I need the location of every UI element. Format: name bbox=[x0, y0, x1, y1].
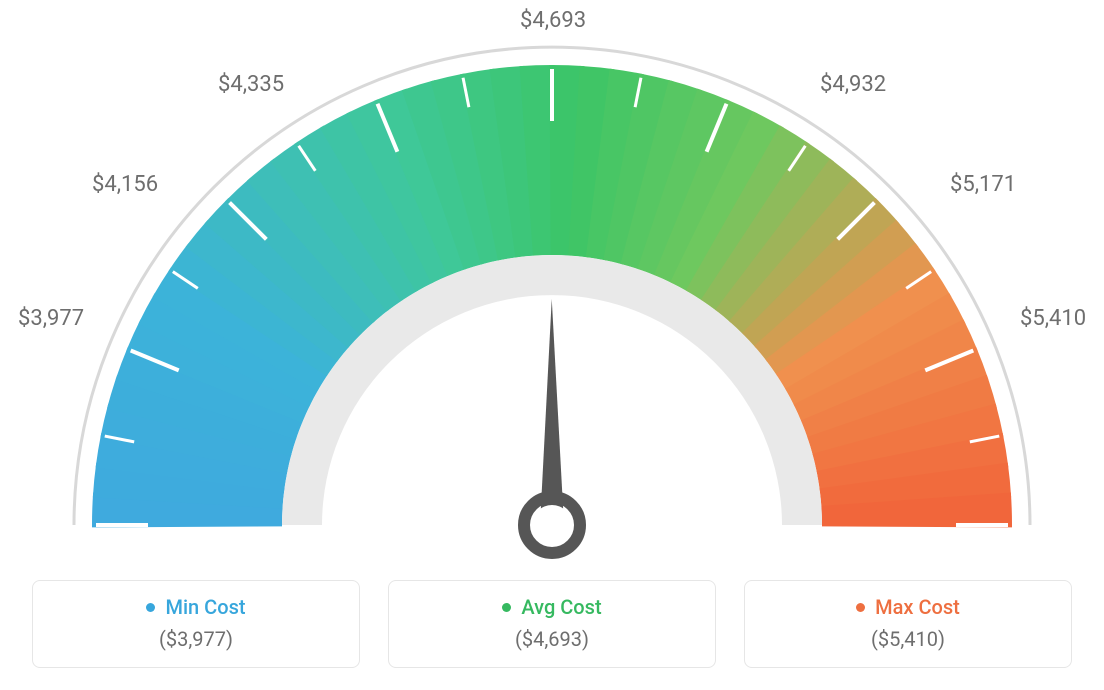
legend-title-line: Avg Cost bbox=[502, 595, 601, 619]
legend-title: Min Cost bbox=[165, 595, 245, 619]
legend-dot-icon bbox=[856, 603, 865, 612]
legend-title-line: Min Cost bbox=[146, 595, 245, 619]
gauge-svg bbox=[0, 0, 1104, 560]
legend-title: Max Cost bbox=[875, 595, 960, 619]
legend-dot-icon bbox=[146, 603, 155, 612]
gauge-tick-label: $5,410 bbox=[1020, 306, 1086, 331]
legend-card-min: Min Cost ($3,977) bbox=[32, 580, 360, 668]
gauge-tick-label: $3,977 bbox=[18, 306, 84, 331]
gauge-tick-label: $4,932 bbox=[820, 72, 886, 97]
legend-title-line: Max Cost bbox=[856, 595, 960, 619]
legend-value: ($5,410) bbox=[871, 627, 945, 651]
gauge-cost-widget: $3,977 $4,156 $4,335 $4,693 $4,932 $5,171 $5,4… bbox=[0, 0, 1104, 690]
gauge-chart: $3,977 $4,156 $4,335 $4,693 $4,932 $5,171 $5,4… bbox=[0, 0, 1104, 560]
gauge-tick-label: $5,171 bbox=[950, 172, 1016, 197]
legend-value: ($4,693) bbox=[515, 627, 589, 651]
gauge-tick-label: $4,156 bbox=[92, 172, 158, 197]
legend-row: Min Cost ($3,977) Avg Cost ($4,693) Max … bbox=[32, 580, 1072, 668]
gauge-tick-label: $4,693 bbox=[520, 8, 586, 33]
legend-title: Avg Cost bbox=[521, 595, 601, 619]
legend-card-avg: Avg Cost ($4,693) bbox=[388, 580, 716, 668]
legend-value: ($3,977) bbox=[159, 627, 233, 651]
legend-dot-icon bbox=[502, 603, 511, 612]
gauge-tick-label: $4,335 bbox=[218, 72, 284, 97]
legend-card-max: Max Cost ($5,410) bbox=[744, 580, 1072, 668]
